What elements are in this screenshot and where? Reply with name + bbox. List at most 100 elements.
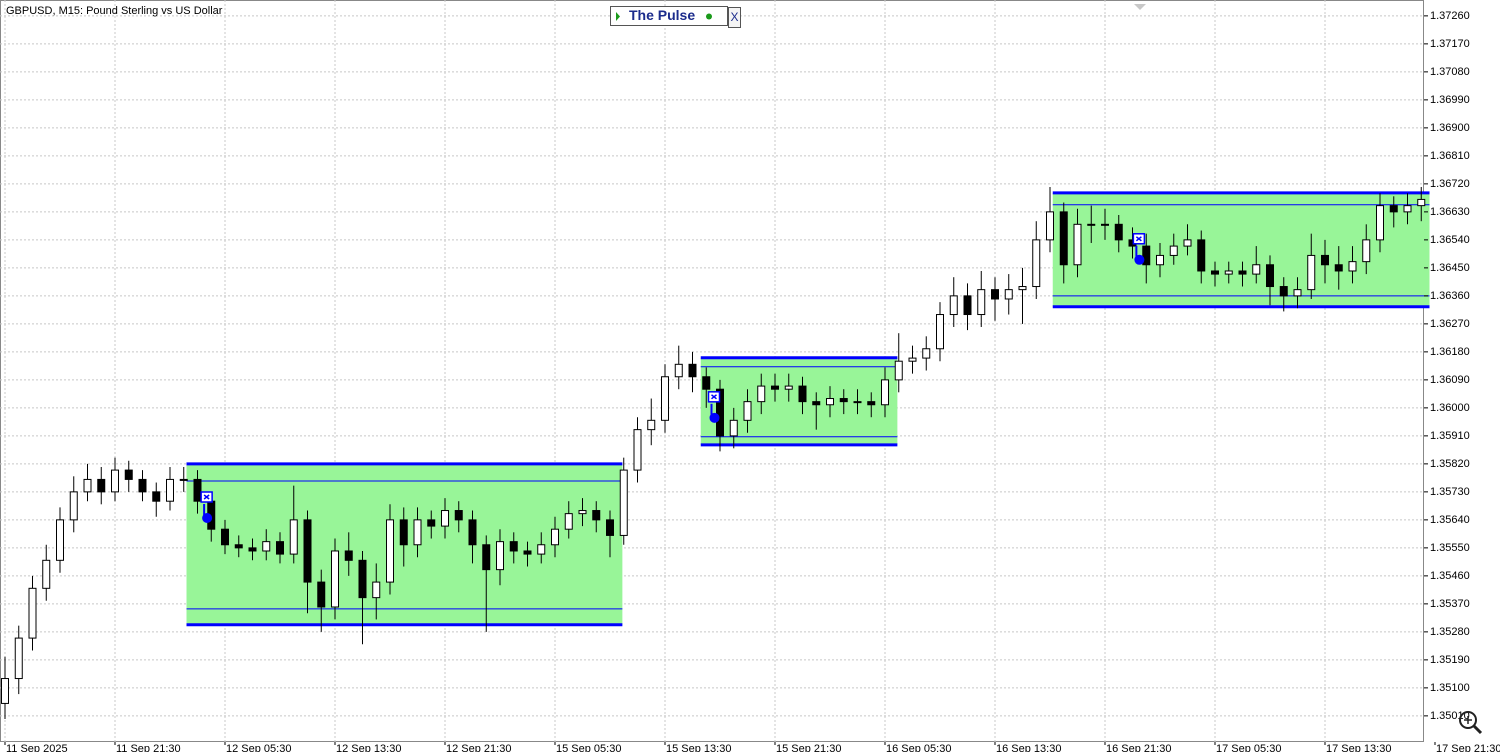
candle-body	[441, 510, 449, 527]
candle-body	[399, 519, 408, 546]
x-tick-label: 16 Sep 05:30	[886, 743, 951, 752]
candle-body	[894, 360, 903, 381]
candle-body	[221, 528, 229, 546]
candle-body	[716, 388, 724, 437]
candle-body	[592, 510, 601, 521]
candle-body	[1279, 286, 1288, 297]
candle-body	[1183, 239, 1192, 247]
panel-status	[706, 13, 712, 20]
candle-body	[908, 357, 917, 362]
y-tick-label: 1.36900	[1430, 122, 1470, 134]
signal-dot	[202, 513, 213, 523]
zoom-handle[interactable]	[1472, 724, 1483, 735]
x-tick-label: 16 Sep 21:30	[1106, 743, 1171, 752]
y-tick-label: 1.35280	[1430, 626, 1470, 638]
candle-body	[922, 348, 931, 359]
panel-box	[610, 6, 728, 26]
candle-body	[179, 478, 188, 481]
candle-body	[509, 541, 518, 552]
candle-body	[991, 289, 999, 300]
candle-body	[647, 419, 656, 431]
candle-body	[303, 519, 312, 583]
candle-body	[372, 581, 381, 599]
candle-body	[193, 478, 202, 502]
y-tick-label: 1.36090	[1430, 374, 1470, 386]
zoom-icon[interactable]	[1459, 711, 1483, 735]
candle-body	[14, 637, 23, 680]
y-tick-label: 1.37080	[1430, 66, 1470, 78]
candle-body	[839, 398, 848, 403]
x-tick-label: 16 Sep 13:30	[996, 743, 1061, 752]
candle-body	[729, 419, 738, 437]
y-tick-label: 1.36990	[1430, 94, 1470, 106]
candle-body	[317, 581, 326, 608]
signal-cross	[203, 494, 210, 500]
candle-body	[56, 519, 64, 561]
y-tick-label: 1.37260	[1430, 10, 1470, 22]
panel-arrow[interactable]	[616, 12, 620, 21]
x-tick-label: 12 Sep 05:30	[226, 743, 291, 752]
candle-body	[881, 379, 889, 406]
candle-body	[1032, 239, 1041, 288]
candle-body	[1197, 239, 1206, 272]
candle-body	[1362, 239, 1371, 263]
signal-cross	[711, 394, 717, 400]
candle-body	[1087, 223, 1096, 226]
y-tick-label: 1.35910	[1430, 430, 1470, 442]
y-tick-label: 1.36270	[1430, 318, 1470, 330]
candle-body	[69, 491, 78, 521]
candle-body	[1114, 223, 1123, 241]
candle-body	[111, 469, 119, 493]
x-tick-label: 15 Sep 13:30	[666, 743, 731, 752]
x-tick-label: 17 Sep 13:30	[1326, 743, 1391, 752]
y-tick-label: 1.36720	[1430, 178, 1470, 190]
candle-body	[83, 478, 92, 493]
candle-body	[1169, 245, 1178, 256]
candle-body	[949, 295, 958, 316]
candle-body	[936, 314, 944, 350]
candle-body	[1334, 264, 1343, 272]
candle-body	[1266, 264, 1274, 288]
y-tick-label: 1.36810	[1430, 150, 1470, 162]
candle-body	[551, 528, 559, 546]
panel-close-label[interactable]: X	[730, 10, 738, 24]
zone	[1052, 192, 1430, 307]
candle-body	[413, 519, 422, 546]
panel-title: The Pulse	[629, 7, 695, 23]
candle-body	[757, 385, 766, 403]
panel-close-button[interactable]	[728, 7, 741, 28]
candle-body	[262, 541, 271, 552]
y-tick-label: 1.36630	[1430, 206, 1470, 218]
candle-body	[619, 469, 628, 536]
candle-body	[853, 401, 862, 404]
shift-marker	[1134, 4, 1146, 10]
candles	[1, 186, 1426, 719]
zoom-lens[interactable]	[1459, 711, 1477, 729]
candle-body	[743, 401, 752, 421]
candle-body	[798, 385, 807, 403]
candle-body	[1389, 205, 1398, 213]
y-tick-label: 1.35190	[1430, 654, 1470, 666]
y-tick-label: 1.35640	[1430, 514, 1470, 526]
x-tick-label: 12 Sep 13:30	[336, 743, 401, 752]
candle-body	[1046, 211, 1054, 241]
candle-body	[1293, 289, 1302, 297]
signal-dot	[709, 412, 720, 423]
candle-body	[812, 401, 821, 406]
candle-body	[427, 519, 436, 527]
y-tick-label: 1.36180	[1430, 346, 1470, 358]
y-tick-label: 1.36450	[1430, 262, 1470, 274]
candle-body	[1101, 223, 1109, 226]
candle-body	[1, 678, 9, 704]
candle-body	[523, 550, 532, 555]
x-tick-label: 15 Sep 05:30	[556, 743, 621, 752]
candle-body	[234, 544, 243, 549]
pulse-panel[interactable]: The Pulse X	[610, 6, 741, 28]
candle-body	[661, 376, 669, 421]
x-tick-label: 11 Sep 21:30	[116, 743, 181, 752]
candle-body	[702, 376, 711, 390]
candle-body	[784, 385, 793, 390]
axes: 1.37260 1.37170 1.37080 1.36990 1.36900 1.368…	[4, 10, 1500, 752]
candle-body	[1238, 270, 1247, 275]
